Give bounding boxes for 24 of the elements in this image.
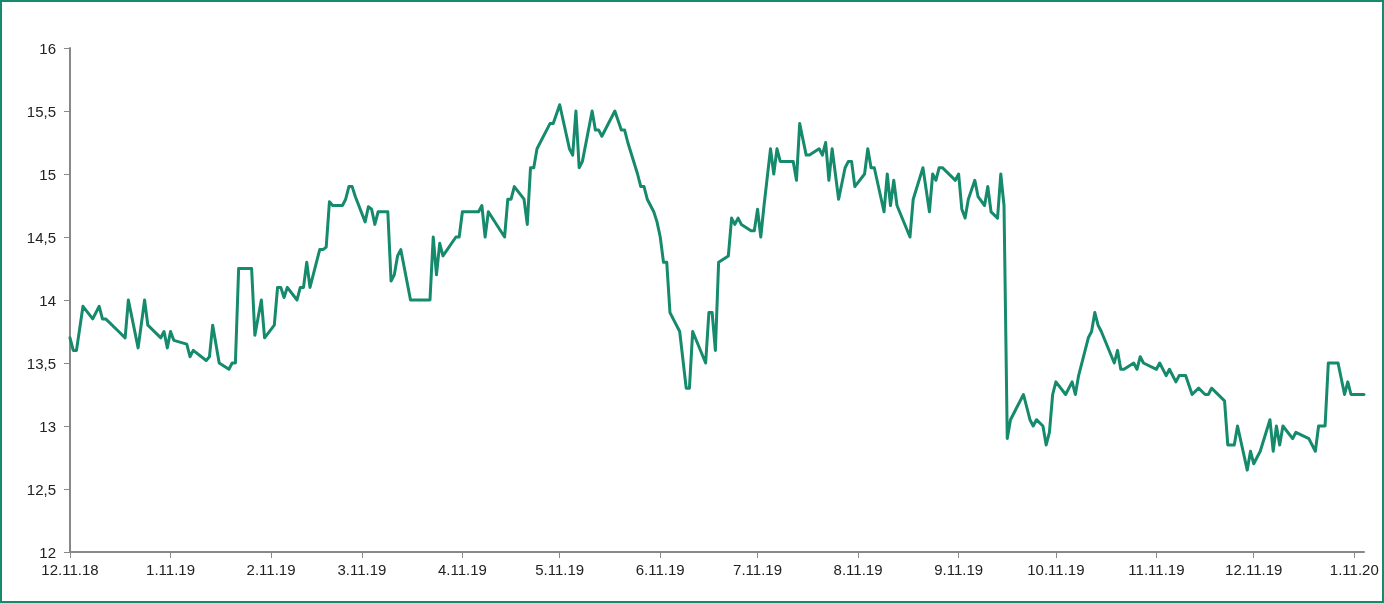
x-tick-label: 1.11.20 xyxy=(1329,561,1379,578)
x-tick-label: 12.11.18 xyxy=(41,561,99,578)
x-tick-label: 7.11.19 xyxy=(733,561,783,578)
x-tick-label: 4.11.19 xyxy=(437,561,487,578)
y-tick-label: 14,5 xyxy=(26,228,56,246)
y-tick-label: 12,5 xyxy=(26,480,56,498)
x-tick-label: 6.11.19 xyxy=(635,561,685,578)
line-series xyxy=(68,103,1366,472)
x-tick-label: 12.11.19 xyxy=(1225,561,1283,578)
y-tick-label: 13,5 xyxy=(26,354,56,372)
x-tick-label: 1.11.19 xyxy=(146,561,196,578)
x-tick-label: 5.11.19 xyxy=(535,561,585,578)
x-tick-label: 9.11.19 xyxy=(934,561,984,578)
y-tick-label: 15,5 xyxy=(26,102,56,120)
x-tick-label: 10.11.19 xyxy=(1027,561,1085,578)
y-tick-label: 16 xyxy=(39,39,56,57)
x-tick-label: 3.11.19 xyxy=(337,561,387,578)
y-tick-label: 12 xyxy=(39,543,56,561)
y-tick-label: 13 xyxy=(39,417,56,435)
y-tick-label: 15 xyxy=(39,165,56,183)
x-tick-label: 2.11.19 xyxy=(246,561,296,578)
x-tick-label: 8.11.19 xyxy=(833,561,883,578)
y-tick-label: 14 xyxy=(39,291,56,309)
x-tick-label: 11.11.19 xyxy=(1128,561,1185,578)
